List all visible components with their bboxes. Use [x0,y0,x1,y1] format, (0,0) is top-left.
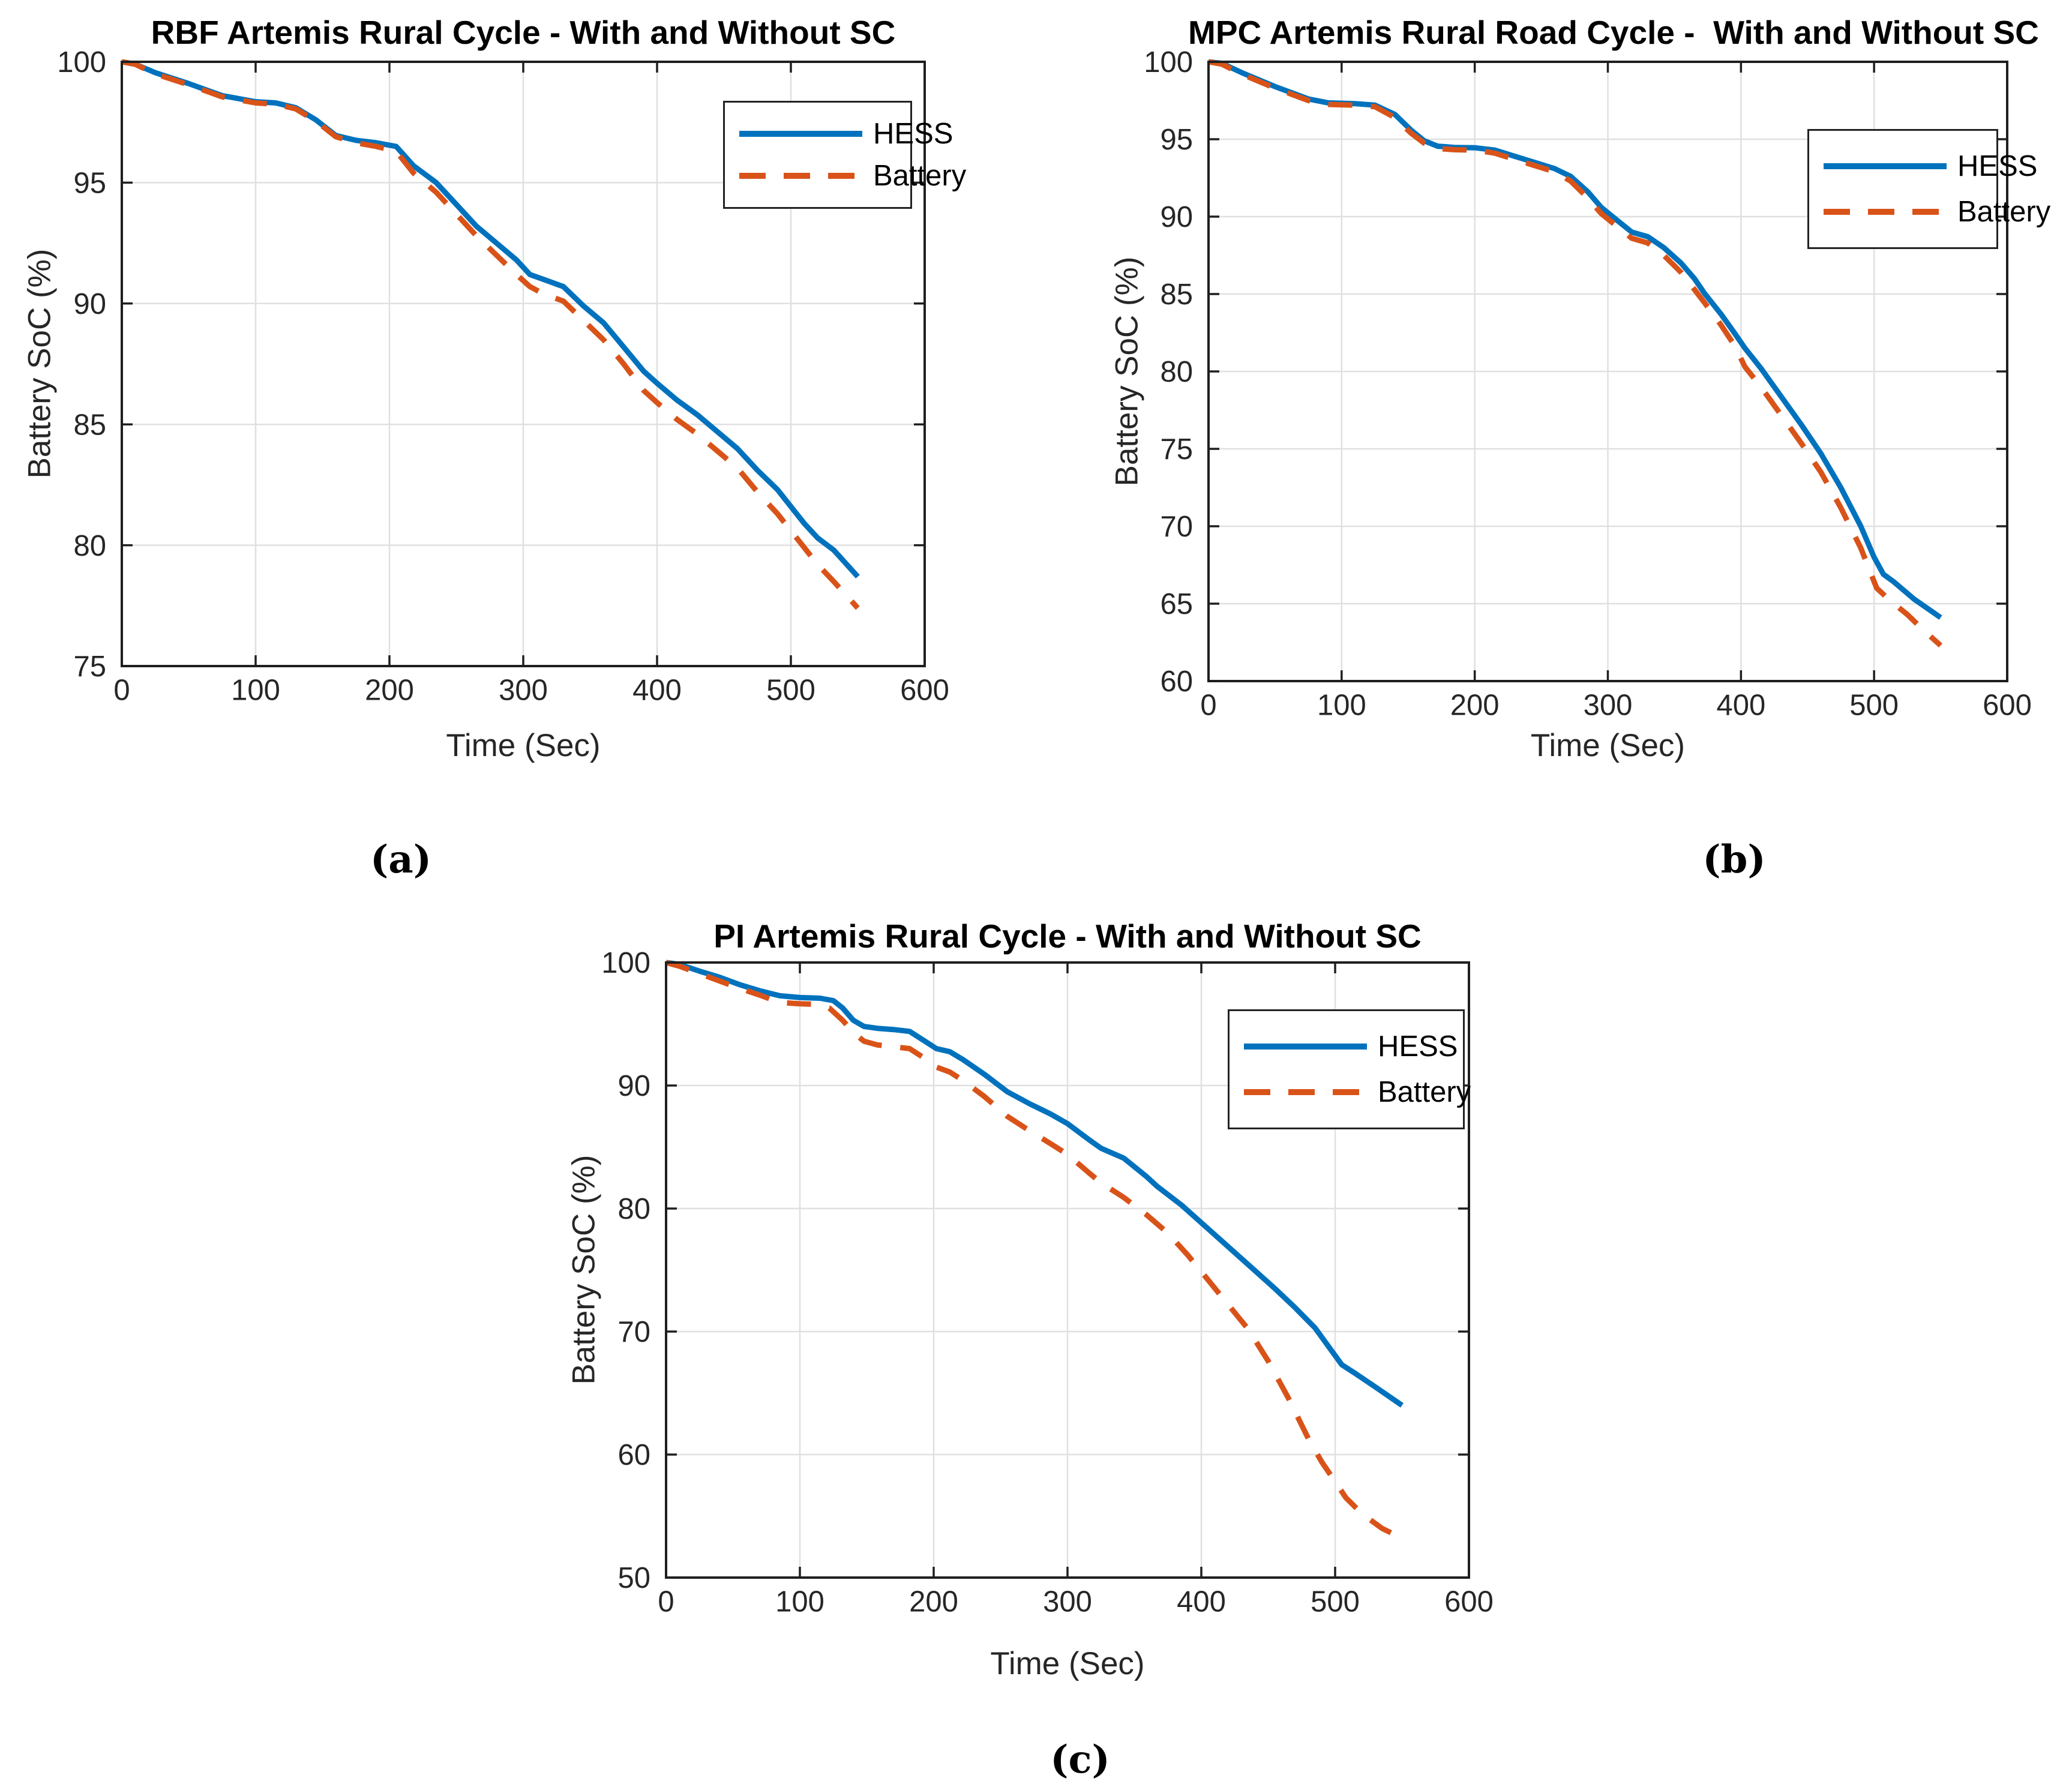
x-tick-label: 200 [365,674,414,706]
battery-curve [665,960,1404,1541]
x-tick-labels: 0 100 200 300 400 500 600 [113,674,949,706]
hess-legend-label: HESS [873,118,953,150]
x-tick-label: 0 [113,674,130,706]
y-tick-label: 75 [73,650,106,683]
chart-b-x-axis-label: Time (Sec) [1530,728,1686,763]
x-tick-label: 400 [632,674,682,706]
hess-curve [121,59,860,579]
x-tick-labels: 0 100 200 300 400 500 600 [658,1585,1494,1618]
chart-b-sublabel: (b) [1702,837,1766,882]
chart-b-title: MPC Artemis Rural Road Cycle - With and … [1188,14,2039,51]
chart-a-plot-area: 0 100 200 300 400 500 600 75 80 85 90 95 100 [57,46,949,706]
x-tick-label: 0 [1200,689,1216,721]
y-tick-label: 95 [1160,124,1193,156]
y-tick-label: 80 [617,1193,650,1225]
battery-curve [1208,59,1943,648]
y-tick-label: 90 [73,288,106,320]
tick-marks [665,961,1470,1579]
chart-a-sublabel: (a) [370,837,432,882]
y-tick-label: 90 [1160,201,1193,233]
x-tick-label: 300 [1584,689,1633,721]
chart-b-y-axis-label: Battery SoC (%) [1109,256,1145,487]
y-tick-label: 100 [601,947,650,979]
chart-c-legend-row-battery: Battery [1244,1075,1471,1109]
chart-b-plot-area: 0 100 200 300 400 500 600 60 65 70 75 80 85 90 95 100 [1144,46,2032,721]
chart-a-legend-row-battery: Battery [739,159,966,193]
y-tick-label: 70 [617,1316,650,1348]
hess-legend-label: HESS [1378,1030,1458,1063]
chart-b-legend-row-hess: HESS [1824,149,2037,183]
hess-solid-line-sample [1824,163,1947,169]
y-tick-label: 60 [617,1439,650,1471]
hess-solid-line-sample [1244,1043,1367,1050]
tick-marks [121,61,926,667]
chart-c-legend: HESS Battery [1228,1009,1471,1129]
hess-curve [665,960,1404,1408]
chart-a-x-axis-label: Time (Sec) [446,728,601,763]
x-tick-label: 500 [1311,1585,1360,1618]
x-tick-label: 100 [231,674,280,706]
y-tick-label: 100 [57,46,106,79]
y-tick-labels: 75 80 85 90 95 100 [57,46,106,683]
battery-legend-label: Battery [1378,1076,1471,1109]
x-tick-label: 200 [909,1585,958,1618]
y-tick-label: 60 [1160,665,1193,698]
y-tick-labels: 60 65 70 75 80 85 90 95 100 [1144,46,1193,698]
tick-marks [1207,61,2008,682]
battery-dashed-line-sample [1824,209,1947,215]
chart-c-plot-area: 0 100 200 300 400 500 600 50 60 70 80 90 100 [601,947,1494,1618]
chart-a-legend-row-hess: HESS [739,117,953,151]
x-tick-label: 300 [1043,1585,1092,1618]
y-tick-label: 65 [1160,588,1193,620]
battery-dashed-line-sample [1244,1089,1367,1096]
y-tick-label: 75 [1160,433,1193,466]
hess-solid-line-sample [739,131,862,137]
chart-c-legend-row-hess: HESS [1244,1030,1458,1063]
x-tick-label: 600 [900,674,949,706]
y-tick-label: 80 [73,530,106,562]
y-tick-label: 90 [617,1070,650,1102]
x-tick-labels: 0 100 200 300 400 500 600 [1200,689,2032,721]
y-tick-label: 50 [617,1562,650,1594]
battery-legend-label: Battery [1957,196,2051,229]
x-tick-label: 400 [1716,689,1765,721]
x-tick-label: 100 [1317,689,1366,721]
chart-a-y-axis-label: Battery SoC (%) [22,248,58,479]
battery-legend-label: Battery [873,160,967,192]
x-tick-label: 500 [1849,689,1899,721]
y-tick-label: 95 [73,167,106,200]
chart-c-title: PI Artemis Rural Cycle - With and Withou… [713,918,1422,955]
chart-c-sublabel: (c) [1050,1737,1110,1782]
y-tick-label: 100 [1144,46,1193,79]
chart-c-y-axis-label: Battery SoC (%) [566,1155,602,1385]
x-tick-label: 600 [1983,689,2032,721]
x-tick-label: 600 [1444,1585,1494,1618]
battery-dashed-line-sample [739,173,862,179]
x-tick-label: 400 [1177,1585,1226,1618]
y-tick-label: 85 [73,409,106,441]
x-tick-label: 0 [658,1585,674,1618]
x-tick-label: 500 [766,674,815,706]
chart-a-title: RBF Artemis Rural Cycle - With and Witho… [151,14,896,51]
x-tick-label: 300 [499,674,548,706]
y-tick-label: 80 [1160,356,1193,388]
y-tick-label: 70 [1160,511,1193,543]
hess-legend-label: HESS [1957,149,2038,182]
x-tick-label: 100 [775,1585,824,1618]
chart-b-legend-row-battery: Battery [1824,195,2050,229]
x-tick-label: 200 [1450,689,1500,721]
chart-a-legend: HESS Battery [723,101,966,209]
chart-b-legend: HESS Battery [1807,129,2050,249]
battery-curve [121,59,860,610]
chart-c-x-axis-label: Time (Sec) [990,1646,1145,1681]
y-tick-label: 85 [1160,278,1193,311]
y-tick-labels: 50 60 70 80 90 100 [601,947,650,1594]
